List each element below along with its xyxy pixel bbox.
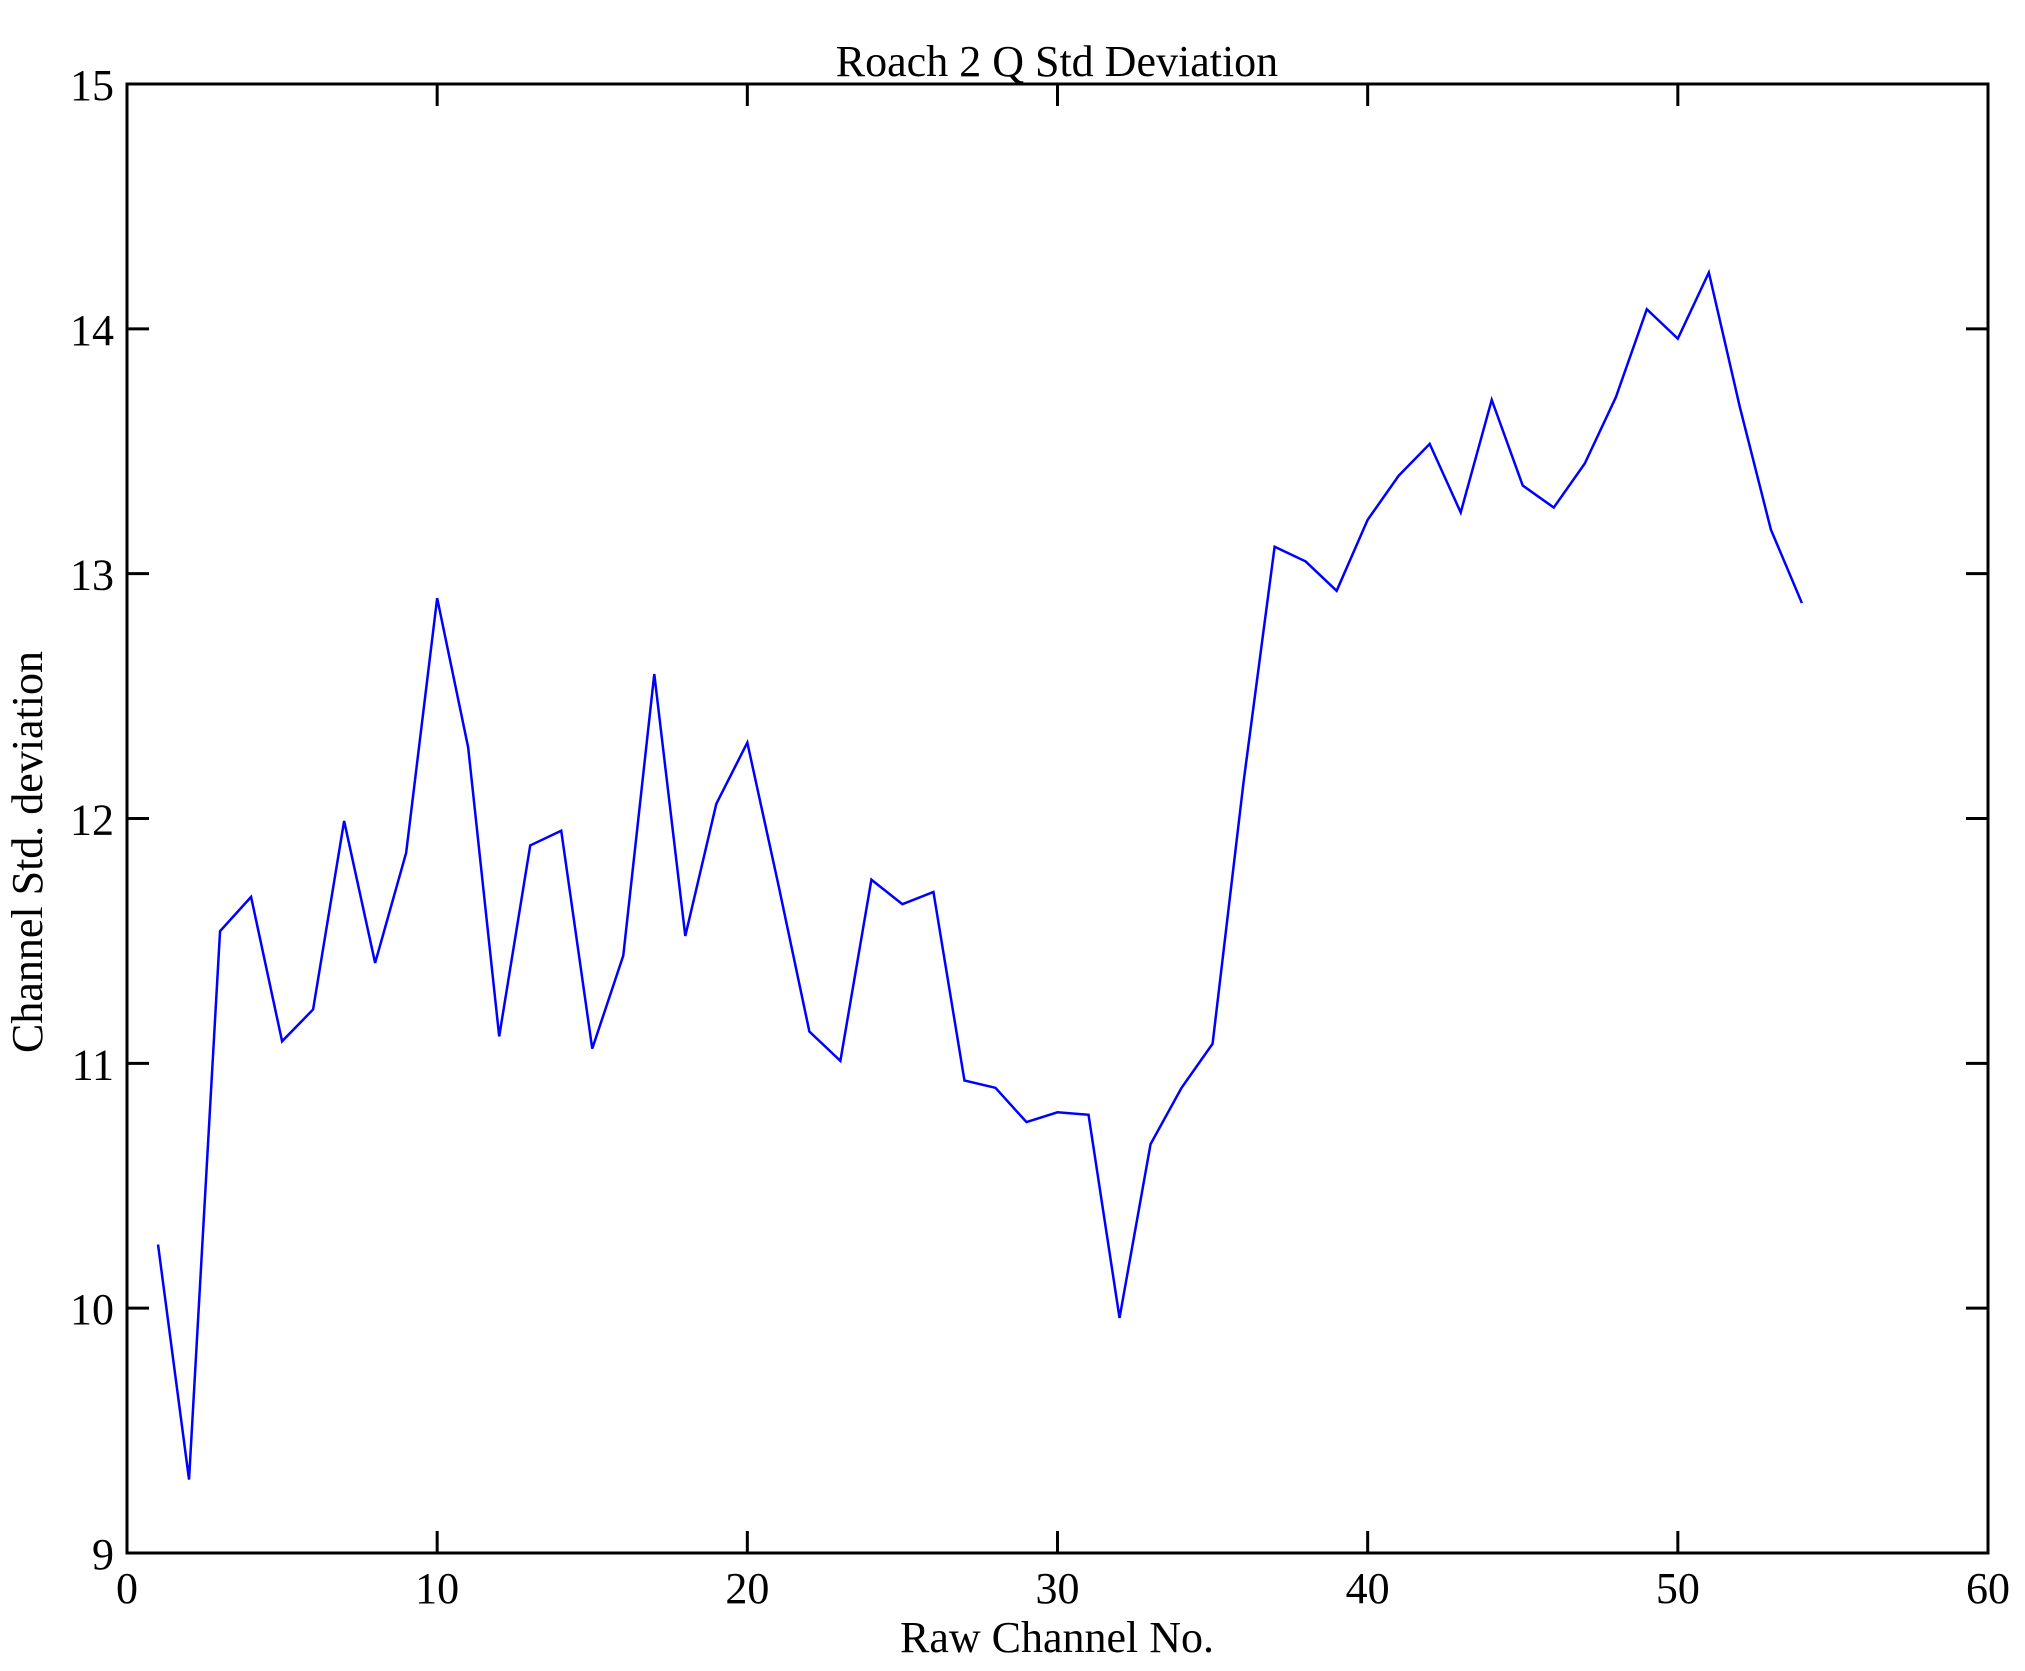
y-tick-label: 9: [92, 1530, 114, 1579]
axes: [125, 82, 1990, 1555]
y-tick-labels: 9 10 11 12 13 14 15: [70, 61, 114, 1579]
data-series: [156, 268, 1804, 1480]
x-tick-label: 30: [1036, 1564, 1080, 1613]
x-tick-labels: 0 10 20 30 40 50 60: [116, 1564, 2010, 1613]
x-tick-label: 60: [1966, 1564, 2010, 1613]
y-tick-label: 15: [70, 61, 114, 110]
x-tick-label: 0: [116, 1564, 138, 1613]
y-tick-label: 10: [70, 1285, 114, 1334]
plot-box: [125, 82, 1990, 1555]
y-tick-label: 14: [70, 306, 114, 355]
x-tick-label: 20: [725, 1564, 769, 1613]
x-tick-label: 40: [1346, 1564, 1390, 1613]
y-tick-label: 11: [72, 1040, 114, 1089]
y-tick-label: 12: [70, 796, 114, 845]
chart-title: Roach 2 Q Std Deviation: [836, 37, 1278, 86]
x-tick-label: 10: [415, 1564, 459, 1613]
x-axis-label: Raw Channel No.: [900, 1613, 1214, 1662]
y-tick-label: 13: [70, 551, 114, 600]
x-tick-label: 50: [1656, 1564, 1700, 1613]
series-line: [156, 268, 1804, 1480]
y-axis-label: Channel Std. deviation: [3, 651, 52, 1053]
